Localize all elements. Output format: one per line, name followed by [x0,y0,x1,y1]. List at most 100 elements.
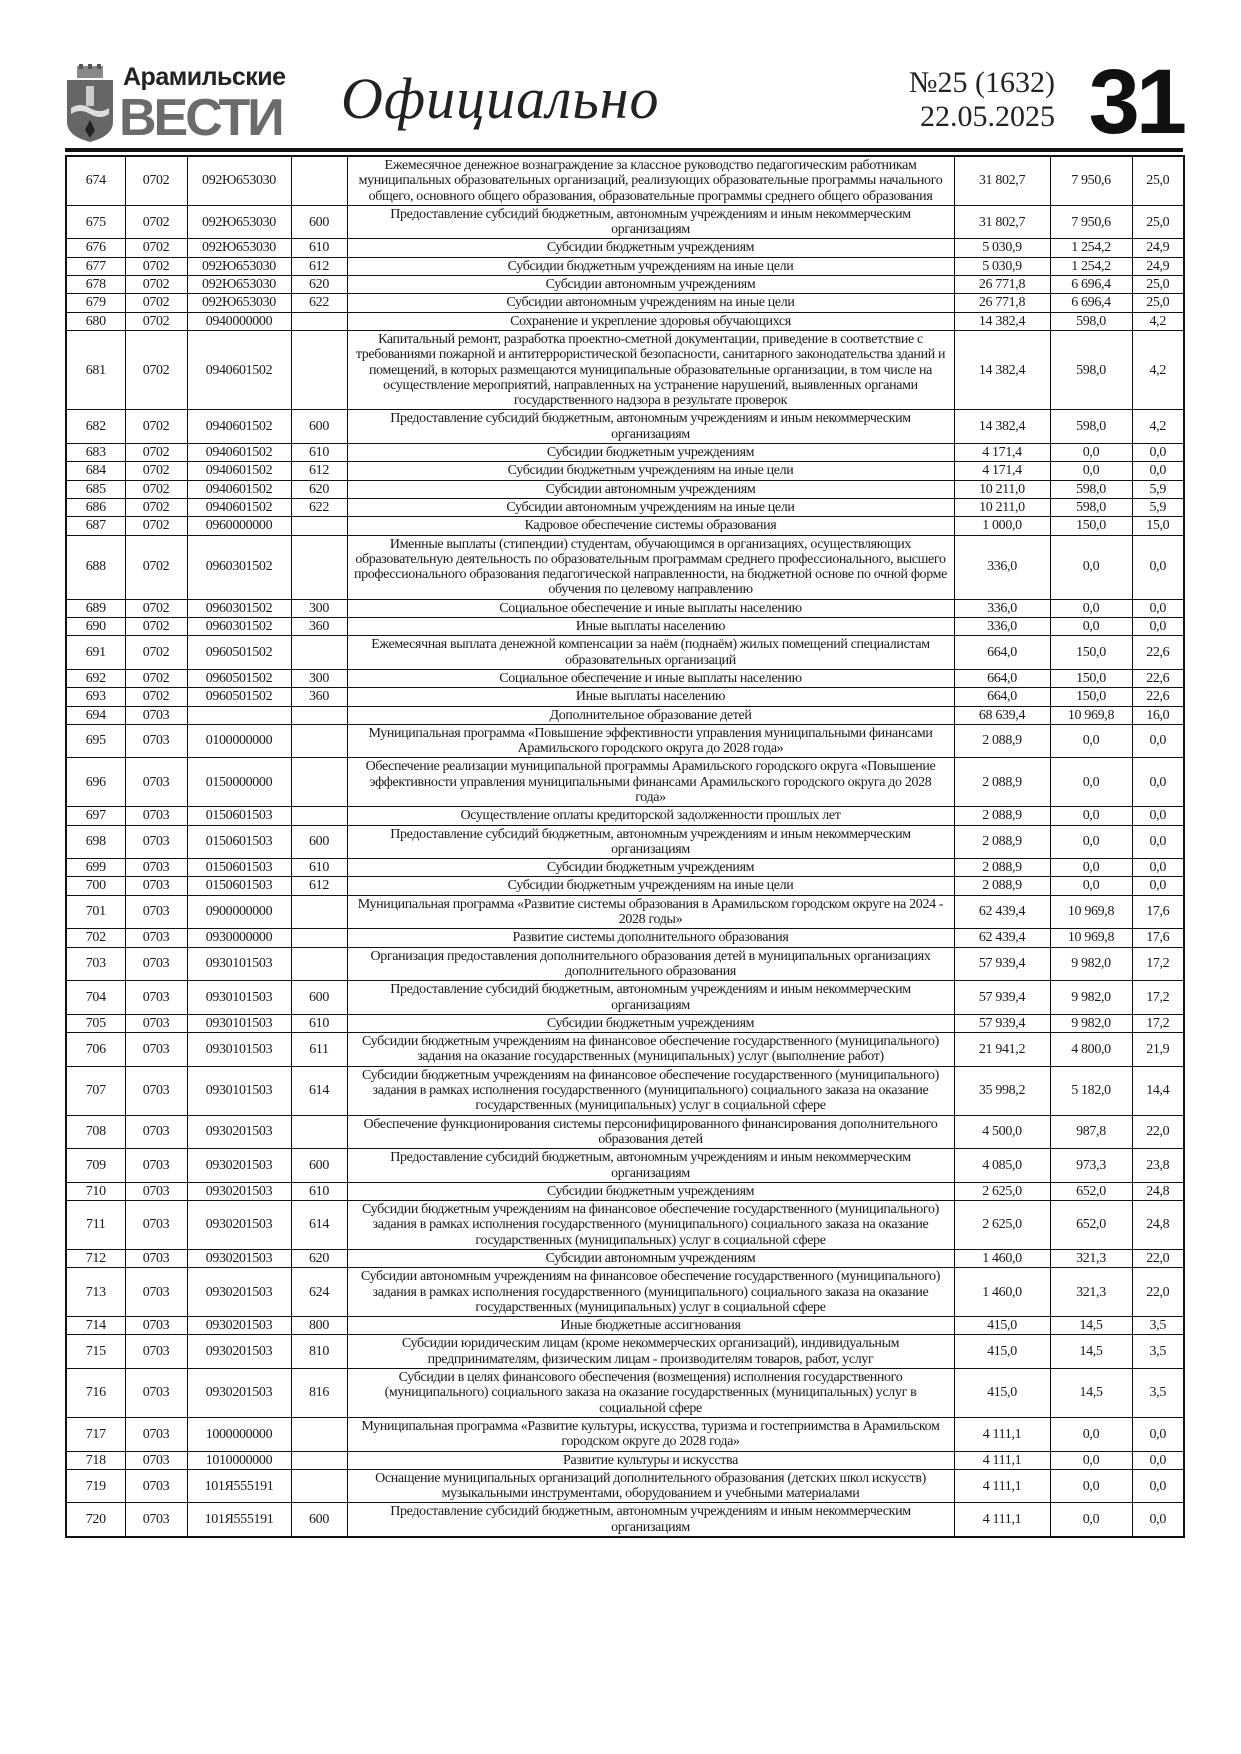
section-code: 0702 [124,311,188,331]
target-article-code: 092Ю653030 [186,275,292,295]
table-row: 692 0702 0960501502 300 Социальное обеспечен… [65,668,1185,689]
table-row: 691 0702 0960501502 Ежемесячная выплата ден… [65,635,1185,670]
row-number: 699 [65,858,126,878]
executed-amount: 0,0 [1049,443,1133,463]
execution-percent: 17,2 [1131,946,1185,982]
planned-amount: 26 771,8 [953,275,1051,295]
execution-percent: 24,8 [1131,1200,1185,1250]
table-row: 681 0702 0940601502 Капитальный ремонт, раз… [65,329,1185,411]
target-article-code: 0930201503 [186,1368,292,1418]
target-article-code: 0150601503 [186,806,292,826]
row-number: 710 [65,1181,126,1202]
section-code: 0703 [124,1267,188,1318]
section-code: 0702 [124,275,188,295]
executed-amount: 973,3 [1049,1148,1133,1183]
section-code: 0703 [124,1468,188,1504]
logo-line2: ВЕСТИ [119,89,285,147]
target-article-code: 092Ю653030 [186,204,292,240]
expense-name: Субсидии автономным учреждениям [346,1248,955,1269]
table-row: 695 0703 0100000000 Муниципальная программа… [65,723,1185,759]
expense-name: Субсидии автономным учреждениям на иные … [346,293,955,313]
executed-amount: 7 950,6 [1049,204,1133,240]
section-code: 0703 [124,705,188,725]
expense-name: Субсидии автономным учреждениям на иные … [346,497,955,518]
target-article-code: 0930201503 [186,1200,292,1250]
section-code: 0703 [124,1013,188,1034]
planned-amount: 14 382,4 [953,409,1051,445]
executed-amount: 0,0 [1049,824,1133,860]
expense-type-code: 622 [290,497,348,518]
coat-of-arms-icon [67,64,113,142]
table-row: 701 0703 0900000000 Муниципальная программа… [65,894,1185,930]
section-code: 0702 [124,409,188,445]
target-article-code: 0960301502 [186,617,292,637]
row-number: 684 [65,461,126,481]
section-code: 0702 [124,534,188,600]
expense-type-code: 600 [290,824,348,860]
section-code: 0703 [124,1416,188,1452]
execution-percent: 21,9 [1131,1032,1185,1067]
planned-amount: 57 939,4 [953,946,1051,982]
section-code: 0702 [124,443,188,463]
section-code: 0702 [124,668,188,689]
row-number: 713 [65,1267,126,1318]
section-code: 0703 [124,1065,188,1116]
expense-name: Предоставление субсидий бюджетным, автон… [346,1148,955,1183]
planned-amount: 57 939,4 [953,1013,1051,1034]
expense-name: Развитие культуры и искусства [346,1450,955,1470]
expense-type-code [290,534,348,600]
target-article-code: 0960000000 [186,516,292,536]
section-code: 0703 [124,876,188,896]
target-article-code: 0960501502 [186,635,292,670]
target-article-code: 092Ю653030 [186,293,292,313]
expense-type-code: 810 [290,1334,348,1370]
expense-name: Ежемесячная выплата денежной компенсации… [346,635,955,670]
execution-percent: 24,9 [1131,256,1185,277]
table-row: 705 0703 0930101503 610 Субсидии бюджетным у… [65,1013,1185,1034]
expense-name: Кадровое обеспечение системы образования [346,516,955,536]
expense-type-code: 612 [290,876,348,896]
table-row: 687 0702 0960000000 Кадровое обеспечение си… [65,516,1185,536]
expense-name: Именные выплаты (стипендии) студентам, о… [346,534,955,600]
executed-amount: 598,0 [1049,497,1133,518]
executed-amount: 10 969,8 [1049,705,1133,725]
target-article-code: 0940601502 [186,479,292,499]
expense-name: Муниципальная программа «Развитие культу… [346,1416,955,1452]
target-article-code: 0150601503 [186,876,292,896]
planned-amount: 415,0 [953,1316,1051,1336]
section-code: 0703 [124,858,188,878]
expense-type-code: 610 [290,1013,348,1034]
table-row: 683 0702 0940601502 610 Субсидии бюджетным у… [65,443,1185,463]
executed-amount: 0,0 [1049,1416,1133,1452]
planned-amount: 31 802,7 [953,155,1051,206]
execution-percent: 22,6 [1131,635,1185,670]
planned-amount: 4 111,1 [953,1502,1051,1538]
executed-amount: 10 969,8 [1049,928,1133,948]
section-code: 0702 [124,635,188,670]
expense-type-code: 620 [290,275,348,295]
planned-amount: 2 088,9 [953,824,1051,860]
planned-amount: 62 439,4 [953,928,1051,948]
target-article-code: 0930101503 [186,1013,292,1034]
row-number: 698 [65,824,126,860]
section-code: 0703 [124,806,188,826]
target-article-code: 0960501502 [186,687,292,707]
execution-percent: 0,0 [1131,723,1185,759]
executed-amount: 7 950,6 [1049,155,1133,206]
table-row: 684 0702 0940601502 612 Субсидии бюджетным у… [65,461,1185,481]
expense-type-code [290,723,348,759]
row-number: 719 [65,1468,126,1504]
planned-amount: 21 941,2 [953,1032,1051,1067]
planned-amount: 336,0 [953,598,1051,619]
planned-amount: 26 771,8 [953,293,1051,313]
expense-name: Дополнительное образование детей [346,705,955,725]
row-number: 714 [65,1316,126,1336]
table-row: 694 0703 Дополнительное образование детей 6… [65,705,1185,725]
execution-percent: 3,5 [1131,1368,1185,1418]
expense-name: Субсидии бюджетным учреждениям на финанс… [346,1032,955,1067]
execution-percent: 17,6 [1131,894,1185,930]
section-code: 0703 [124,723,188,759]
section-code: 0703 [124,894,188,930]
planned-amount: 4 171,4 [953,461,1051,481]
execution-percent: 22,0 [1131,1114,1185,1150]
